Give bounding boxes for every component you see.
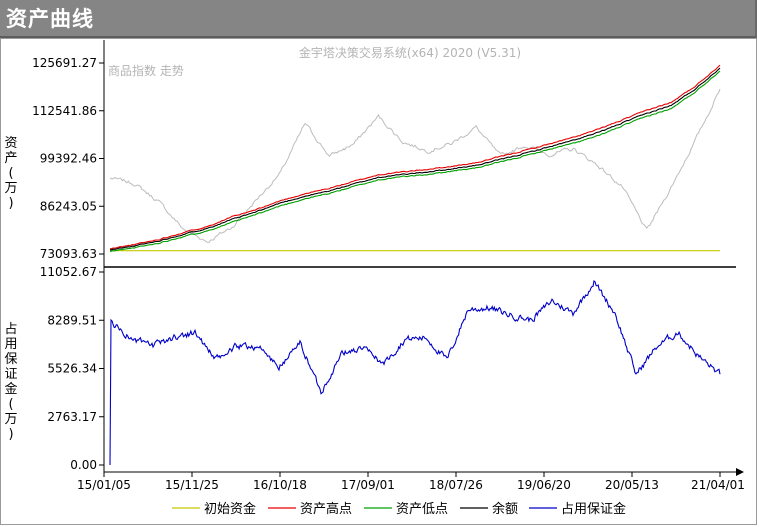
y-axis-label-char: 保 [4, 352, 17, 367]
y-axis-label-char: 证 [4, 367, 17, 382]
y-axis-label-char: 资 [4, 136, 17, 151]
bottom-y-ticks: 11052.67 8289.51 5526.34 2763.17 0.00 [40, 265, 104, 472]
y-tick-label: 11052.67 [40, 265, 97, 279]
bottom-y-axis-label: 占用保证金(万) [4, 322, 17, 442]
y-axis-label-char: ( [8, 166, 13, 181]
y-tick-label: 5526.34 [47, 362, 97, 376]
y-axis-label-char: 万 [4, 412, 17, 427]
x-tick-label: 19/06/20 [517, 478, 571, 492]
top-series-group [109, 64, 721, 252]
legend-label-high: 资产高点 [300, 501, 352, 517]
legend: 初始资金 资产高点 资产低点 余额 占用保证金 [172, 501, 626, 517]
series-line-low [109, 70, 721, 252]
window-title: 资产曲线 [6, 7, 94, 31]
x-tick-label: 21/04/01 [691, 478, 745, 492]
x-axis-arrow [736, 468, 744, 476]
y-tick-label: 8289.51 [47, 313, 97, 327]
x-tick-label: 20/05/13 [605, 478, 659, 492]
watermark-text: 金宇塔决策交易系统(x64) 2020 (V5.31) [299, 45, 521, 60]
index-legend-label: 商品指数 走势 [108, 63, 184, 78]
y-axis-label-char: 金 [4, 381, 17, 397]
legend-label-low: 资产低点 [396, 502, 448, 517]
y-axis-label-char: 万 [4, 181, 17, 196]
top-y-axis-label: 资产(万) [4, 136, 17, 211]
y-axis-label-char: ( [8, 397, 13, 412]
y-tick-label: 125691.27 [32, 56, 97, 70]
y-tick-label: 99392.46 [40, 152, 97, 166]
y-tick-label: 0.00 [70, 458, 97, 472]
legend-label-initial: 初始资金 [204, 501, 256, 517]
x-tick-label: 18/07/26 [429, 478, 483, 492]
y-tick-label: 73093.63 [40, 247, 97, 261]
x-tick-label: 16/10/18 [253, 478, 307, 492]
x-tick-label: 17/09/01 [341, 478, 395, 492]
top-y-ticks: 125691.27 112541.86 99392.46 86243.05 73093.… [32, 56, 104, 261]
x-ticks: 15/01/05 15/11/25 16/10/18 17/09/01 18/07/26… [77, 472, 745, 492]
legend-label-margin: 占用保证金 [561, 501, 626, 517]
x-tick-label: 15/01/05 [77, 478, 131, 492]
y-axis-label-char: ) [8, 427, 13, 442]
y-axis-label-char: 用 [4, 337, 17, 352]
series-line-margin [109, 280, 721, 466]
y-axis-label-char: ) [8, 196, 13, 211]
y-axis-label-char: 占 [4, 322, 17, 337]
legend-label-balance: 余额 [492, 501, 518, 517]
window-title-bar: 资产曲线 [0, 0, 757, 38]
series-line-high [110, 64, 721, 250]
bottom-series-group [109, 280, 721, 466]
series-line-balance [110, 67, 721, 251]
y-axis-label-char: 产 [4, 151, 17, 166]
series-line-index [109, 88, 721, 244]
y-tick-label: 2763.17 [47, 410, 97, 424]
y-tick-label: 112541.86 [32, 104, 97, 118]
y-tick-label: 86243.05 [40, 199, 97, 213]
x-tick-label: 15/11/25 [165, 478, 219, 492]
